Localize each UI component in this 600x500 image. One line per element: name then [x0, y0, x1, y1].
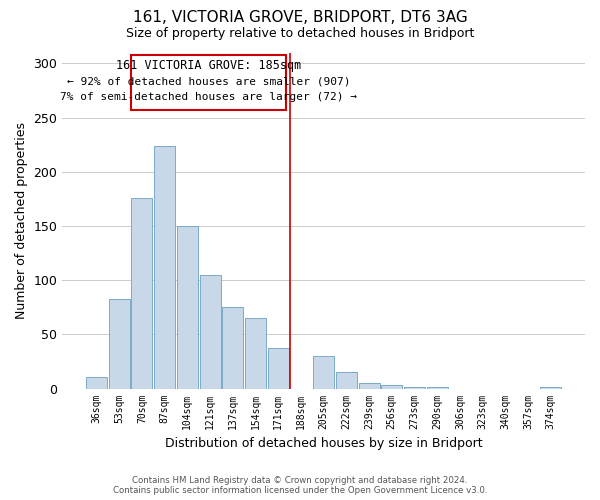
X-axis label: Distribution of detached houses by size in Bridport: Distribution of detached houses by size …	[165, 437, 482, 450]
Bar	[200, 274, 221, 388]
Text: 161 VICTORIA GROVE: 185sqm: 161 VICTORIA GROVE: 185sqm	[116, 59, 301, 72]
Text: 7% of semi-detached houses are larger (72) →: 7% of semi-detached houses are larger (7…	[60, 92, 357, 102]
Text: Size of property relative to detached houses in Bridport: Size of property relative to detached ho…	[126, 28, 474, 40]
Bar	[223, 308, 243, 388]
Bar	[382, 386, 402, 388]
Bar	[154, 146, 175, 388]
Bar	[359, 383, 380, 388]
Text: 161, VICTORIA GROVE, BRIDPORT, DT6 3AG: 161, VICTORIA GROVE, BRIDPORT, DT6 3AG	[133, 10, 467, 25]
Text: ← 92% of detached houses are smaller (907): ← 92% of detached houses are smaller (90…	[67, 76, 350, 86]
Bar	[177, 226, 198, 388]
Bar	[336, 372, 357, 388]
FancyBboxPatch shape	[131, 54, 286, 110]
Bar	[86, 376, 107, 388]
Bar	[131, 198, 152, 388]
Y-axis label: Number of detached properties: Number of detached properties	[15, 122, 28, 319]
Text: Contains HM Land Registry data © Crown copyright and database right 2024.
Contai: Contains HM Land Registry data © Crown c…	[113, 476, 487, 495]
Bar	[313, 356, 334, 388]
Bar	[245, 318, 266, 388]
Bar	[268, 348, 289, 389]
Bar	[109, 298, 130, 388]
